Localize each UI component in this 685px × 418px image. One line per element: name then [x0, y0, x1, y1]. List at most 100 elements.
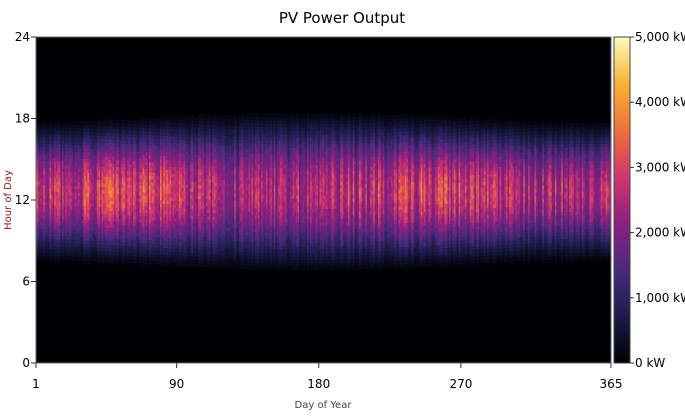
heatmap-cell [69, 178, 72, 183]
heatmap-cell [101, 261, 104, 265]
heatmap-cell [39, 130, 42, 134]
heatmap-cell [96, 176, 99, 180]
heatmap-cell [104, 145, 107, 150]
heatmap-cell [62, 252, 65, 257]
heatmap-cell [95, 230, 98, 235]
heatmap-cell [57, 232, 60, 237]
heatmap-cell [55, 161, 58, 165]
heatmap-cell [65, 236, 68, 240]
heatmap-cell [90, 121, 93, 126]
heatmap-cell [57, 157, 60, 162]
heatmap-cell [65, 154, 68, 159]
heatmap-cell [74, 212, 77, 217]
heatmap-cell [62, 195, 65, 199]
heatmap-cell [96, 155, 99, 160]
heatmap-cell [82, 257, 85, 261]
heatmap-cell [98, 125, 101, 129]
heatmap-cell [103, 237, 106, 242]
heatmap-cell [73, 215, 76, 220]
heatmap-cell [69, 137, 72, 142]
heatmap-cell [76, 171, 79, 176]
heatmap-cell [71, 130, 74, 135]
heatmap-cell [76, 168, 79, 173]
heatmap-cell [51, 154, 53, 158]
heatmap-cell [99, 247, 102, 252]
heatmap-cell [96, 213, 99, 218]
heatmap-cell [88, 213, 91, 217]
heatmap-cell [81, 151, 83, 156]
heatmap-cell [60, 249, 63, 254]
heatmap-cell [51, 133, 53, 138]
heatmap-cell [95, 193, 98, 197]
heatmap-cell [43, 147, 46, 151]
heatmap-cell [77, 250, 80, 254]
heatmap-cell [63, 198, 66, 203]
heatmap-cell [84, 212, 87, 217]
heatmap-cell [66, 147, 69, 152]
heatmap-cell [71, 205, 74, 210]
heatmap-cell [66, 205, 69, 210]
heatmap-cell [84, 178, 87, 183]
heatmap-cell [62, 239, 65, 244]
heatmap-cell [43, 201, 46, 206]
heatmap-cell [47, 215, 50, 219]
heatmap-cell [68, 242, 71, 247]
heatmap-cell [90, 223, 93, 228]
heatmap-cell [36, 235, 39, 240]
heatmap-cell [68, 147, 71, 152]
heatmap-cell [68, 208, 71, 213]
heatmap-cell [41, 225, 44, 230]
heatmap-cell [79, 226, 82, 231]
heatmap-cell [87, 250, 90, 255]
heatmap-cell [88, 257, 91, 261]
heatmap-cell [57, 215, 60, 220]
heatmap-cell [71, 236, 74, 240]
heatmap-cell [49, 225, 52, 230]
heatmap-cell [60, 171, 63, 176]
heatmap-cell [68, 171, 71, 176]
heatmap-cell [36, 140, 39, 145]
heatmap-cell [43, 181, 46, 185]
heatmap-cell [54, 249, 57, 254]
heatmap-cell [103, 251, 106, 255]
heatmap-cell [43, 174, 46, 179]
heatmap-cell [57, 218, 60, 223]
heatmap-cell [36, 150, 39, 155]
heatmap-cell [36, 123, 39, 128]
heatmap-cell [51, 194, 53, 199]
heatmap-cell [74, 137, 77, 142]
heatmap-cell [38, 174, 41, 179]
heatmap-cell [81, 206, 83, 210]
heatmap-cell [62, 232, 65, 237]
heatmap-cell [79, 250, 82, 254]
heatmap-cell [79, 222, 82, 227]
heatmap-cell [49, 126, 52, 131]
heatmap-cell [95, 223, 98, 228]
heatmap-cell [104, 142, 107, 147]
heatmap-cell [99, 132, 102, 136]
heatmap-cell [79, 148, 82, 152]
heatmap-cell [41, 123, 44, 128]
heatmap-cell [101, 135, 104, 140]
heatmap-cell [55, 130, 58, 135]
heatmap-cell [46, 194, 49, 199]
heatmap-cell [55, 120, 58, 125]
heatmap-cell [92, 138, 95, 143]
heatmap-cell [71, 175, 74, 179]
heatmap-cell [84, 162, 87, 166]
heatmap-cell [60, 198, 63, 203]
heatmap-cell [66, 225, 69, 230]
heatmap-cell [106, 227, 109, 232]
heatmap-cell [92, 206, 95, 211]
heatmap-cell [54, 174, 57, 179]
heatmap-cell [60, 246, 63, 250]
heatmap-cell [101, 210, 104, 214]
heatmap-cell [62, 225, 65, 230]
heatmap-cell [39, 208, 42, 213]
heatmap-cell [58, 164, 61, 169]
heatmap-cell [46, 164, 49, 168]
heatmap-cell [36, 133, 38, 138]
heatmap-cell [96, 223, 99, 228]
heatmap-cell [101, 155, 104, 160]
heatmap-cell [38, 235, 41, 240]
